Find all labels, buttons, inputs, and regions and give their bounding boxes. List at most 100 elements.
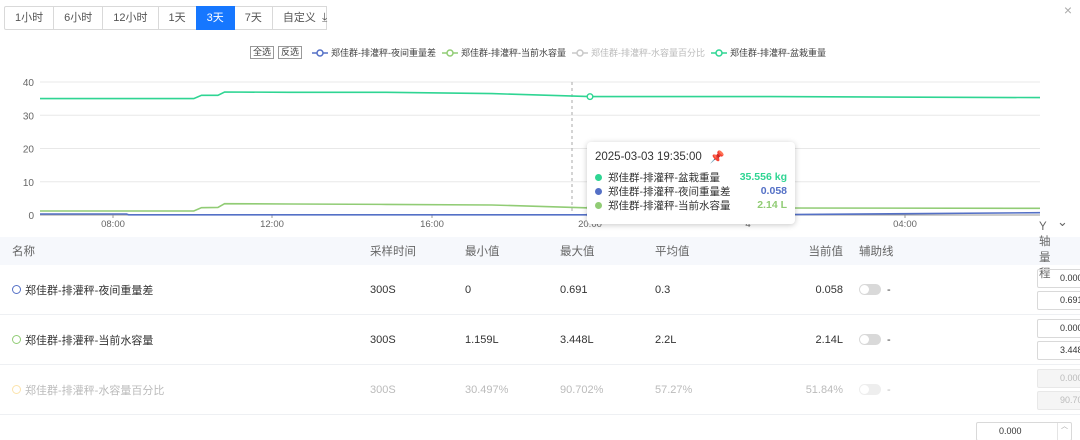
x-tick-label: 4 [745, 219, 750, 230]
range-tab-12h[interactable]: 12小时 [102, 6, 159, 30]
range-tab-7d[interactable]: 7天 [233, 6, 273, 30]
y-max-value: 3.448 [1060, 345, 1080, 355]
download-icon[interactable]: ⤓ [322, 10, 328, 24]
series-ring-icon [12, 285, 21, 294]
y-max-input[interactable]: 90.702 [1037, 391, 1080, 410]
avg-value: 2.2L [655, 333, 677, 346]
legend-label: 郑佳群-排灌秤-水容量百分比 [591, 48, 706, 58]
header-rate: 采样时间 [370, 246, 416, 258]
max-value: 3.448L [560, 333, 594, 346]
legend-label: 郑佳群-排灌秤-盆栽重量 [730, 48, 827, 58]
y-tick-label: 30 [23, 111, 35, 122]
y-min-value: 0.000 [1060, 323, 1080, 333]
min-value: 1.159L [465, 333, 499, 346]
chevron-down-icon[interactable]: ⌄ [1057, 214, 1068, 229]
series-dot-icon [595, 201, 602, 209]
legend-label: 郑佳群-排灌秤-当前水容量 [461, 48, 567, 58]
close-icon[interactable]: × [1063, 2, 1072, 18]
series-dot-icon [595, 173, 602, 181]
y-min-value: 0.000 [1060, 273, 1080, 283]
sample-rate: 300S [370, 283, 396, 296]
chart-legend: 全选 反选 郑佳群-排灌秤-夜间重量差 郑佳群-排灌秤-当前水容量 郑佳群-排灌… [250, 46, 826, 59]
legend-item-pot-weight[interactable]: 郑佳群-排灌秤-盆栽重量 [711, 46, 826, 59]
header-min: 最小值 [465, 246, 500, 258]
series-name: 郑佳群-排灌秤-夜间重量差 [25, 284, 154, 297]
y-max-value: 0.691 [1060, 295, 1080, 305]
table-row: 郑佳群-排灌秤-水容量百分比 300S 30.497% 90.702% 57.2… [0, 365, 1080, 415]
avg-value: 0.3 [655, 283, 671, 296]
min-value: 0 [465, 283, 472, 296]
series-dot-icon [595, 187, 602, 195]
range-tab-6h[interactable]: 6小时 [53, 6, 104, 30]
sample-rate: 300S [370, 383, 396, 396]
x-tick-label: 12:00 [260, 219, 284, 230]
invert-selection-button[interactable]: 反选 [278, 46, 303, 59]
series-ring-icon [12, 335, 21, 344]
y-max-value: 90.702 [1060, 395, 1080, 405]
current-value: 2.14L [815, 333, 843, 346]
y-min-input[interactable]: 0.000︿﹀ [1037, 269, 1080, 288]
pin-icon[interactable]: 📌 [709, 150, 725, 164]
y-tick-label: 40 [23, 78, 35, 89]
x-tick-label: 08:00 [101, 219, 125, 230]
y-tick-label: 20 [23, 145, 35, 156]
y-min-input[interactable]: 0.000 ︿ [976, 422, 1072, 440]
y-tick-label: 0 [28, 211, 34, 222]
x-tick-label: 04:00 [893, 219, 917, 230]
aux-line-toggle[interactable] [859, 334, 881, 345]
y-max-input[interactable]: 3.448︿﹀ [1037, 341, 1080, 360]
series-ring-icon [12, 385, 21, 394]
series-point [586, 93, 594, 101]
table-header: 名称 采样时间 最小值 最大值 平均值 当前值 辅助线 Y轴量程 [0, 221, 1080, 280]
chart-tooltip: 2025-03-03 19:35:00 📌 郑佳群-排灌秤-盆栽重量 35.55… [587, 142, 795, 224]
min-value: 30.497% [465, 383, 509, 396]
legend-item-night-weight-diff[interactable]: 郑佳群-排灌秤-夜间重量差 [312, 46, 436, 59]
time-range-tabs: 1小时 6小时 12小时 1天 3天 7天 自定义 [4, 6, 327, 30]
table-row: 郑佳群-排灌秤-夜间重量差 300S 0 0.691 0.3 0.058 - 0… [0, 265, 1080, 315]
avg-value: 57.27% [655, 383, 693, 396]
x-tick-label: 20:00 [578, 219, 602, 230]
tooltip-row: 郑佳群-排灌秤-盆栽重量 35.556 kg [595, 170, 787, 184]
header-max: 最大值 [560, 246, 595, 258]
range-tab-1d[interactable]: 1天 [157, 6, 197, 30]
series-line [40, 211, 1041, 216]
tooltip-time: 2025-03-03 19:35:00 [595, 151, 702, 163]
current-value: 51.84% [805, 383, 843, 396]
tooltip-row: 郑佳群-排灌秤-当前水容量 2.14 L [595, 198, 787, 212]
header-aux-line: 辅助线 [859, 246, 894, 258]
aux-line-value: - [887, 283, 891, 296]
legend-item-water-percent[interactable]: 郑佳群-排灌秤-水容量百分比 [572, 46, 705, 59]
table-row: 郑佳群-排灌秤-当前水容量 300S 1.159L 3.448L 2.2L 2.… [0, 315, 1080, 365]
legend-item-water-volume[interactable]: 郑佳群-排灌秤-当前水容量 [442, 46, 566, 59]
sample-rate: 300S [370, 333, 396, 346]
aux-line-toggle[interactable] [859, 384, 881, 395]
current-value: 0.058 [815, 283, 843, 296]
y-min-input[interactable]: 0.000 [1037, 369, 1080, 388]
select-all-button[interactable]: 全选 [250, 46, 275, 59]
stepper-icon[interactable]: ︿ [1057, 423, 1071, 440]
max-value: 90.702% [560, 383, 604, 396]
header-current: 当前值 [808, 246, 844, 258]
max-value: 0.691 [560, 283, 588, 296]
legend-line-icon [312, 48, 329, 57]
series-table: 名称 采样时间 最小值 最大值 平均值 当前值 辅助线 Y轴量程 郑佳群-排灌秤… [0, 221, 1080, 415]
y-min-value: 0.000 [1060, 373, 1080, 383]
header-avg: 平均值 [655, 246, 690, 258]
x-tick-label: 16:00 [420, 219, 444, 230]
tooltip-row: 郑佳群-排灌秤-夜间重量差 0.058 [595, 184, 787, 198]
y-max-input[interactable]: 0.691︿﹀ [1037, 291, 1080, 310]
range-tab-3d[interactable]: 3天 [195, 6, 235, 30]
range-tab-custom[interactable]: 自定义 [271, 6, 327, 30]
legend-line-icon [572, 48, 589, 57]
range-tab-1h[interactable]: 1小时 [4, 6, 55, 30]
y-tick-label: 10 [23, 178, 35, 189]
y-min-input[interactable]: 0.000︿﹀ [1037, 319, 1080, 338]
series-line [40, 202, 1041, 212]
aux-line-toggle[interactable] [859, 284, 881, 295]
aux-line-value: - [887, 383, 891, 396]
y-min-value: 0.000 [999, 426, 1022, 436]
header-y-range: Y轴量程 [1039, 221, 1051, 280]
line-chart[interactable]: 0 10 20 30 40 08:00 12:00 16:00 20:00 4 04:00 [0, 70, 1080, 230]
legend-line-icon [711, 48, 728, 57]
